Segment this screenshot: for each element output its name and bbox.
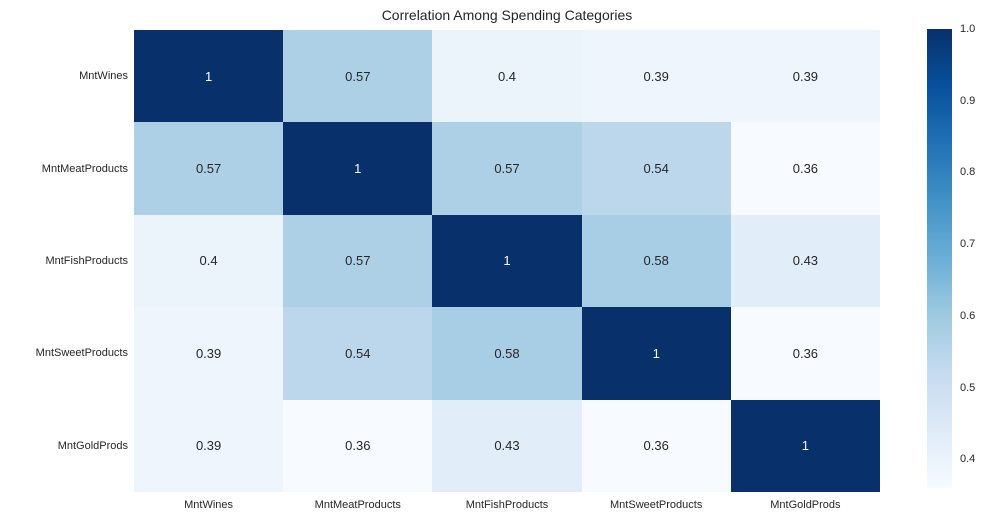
heatmap-cell-value: 0.36 [643, 438, 669, 454]
heatmap-cell-value: 1 [204, 68, 213, 84]
heatmap-cell-value: 0.4 [497, 68, 517, 84]
heatmap-cell-value: 0.57 [195, 161, 222, 177]
heatmap-grid: 1 0.57 0.4 0.39 0.39 0.57 1 0.57 0.54 0.36 0.4 0.57… [134, 30, 880, 492]
heatmap-cell-MntWines-MntGoldProds: 0.39 [730, 30, 880, 123]
heatmap-cell-value: 1 [354, 161, 362, 177]
y-tick-label-MntSweetProducts: MntSweetProducts [35, 347, 128, 360]
colorbar-tick-label-0.6: 0.6 [960, 309, 976, 322]
heatmap-cell-value: 1 [801, 438, 809, 454]
heatmap-cell-value: 0.36 [345, 438, 371, 454]
heatmap-cell-MntMeatProducts-MntWines: 0.57 [134, 122, 284, 215]
heatmap-cell-value: 1 [503, 253, 511, 269]
heatmap-cell-MntGoldProds-MntWines: 0.39 [134, 399, 284, 492]
heatmap-cell-MntSweetProducts-MntMeatProducts: 0.54 [283, 307, 433, 400]
colorbar-tick-label-0.5: 0.5 [960, 381, 976, 394]
x-tick-label-MntGoldProds: MntGoldProds [770, 499, 841, 511]
heatmap-cell-value: 0.36 [792, 161, 819, 177]
heatmap-cell-MntFishProducts-MntSweetProducts: 0.58 [581, 214, 731, 308]
heatmap-cell-MntSweetProducts-MntWines: 0.39 [134, 307, 284, 400]
heatmap-cell-MntFishProducts-MntMeatProducts: 0.57 [283, 214, 433, 308]
colorbar-tick-label-0.4: 0.4 [960, 453, 976, 466]
chart-title: Correlation Among Spending Categories [381, 7, 633, 23]
heatmap-cell-MntGoldProds-MntFishProducts: 0.43 [432, 399, 582, 492]
heatmap-cell-MntSweetProducts-MntSweetProducts: 1 [581, 307, 731, 400]
heatmap-cell-MntMeatProducts-MntGoldProds: 0.36 [730, 122, 880, 215]
heatmap-cell-MntMeatProducts-MntSweetProducts: 0.54 [581, 122, 731, 215]
x-tick-label-MntSweetProducts: MntSweetProducts [610, 499, 703, 511]
heatmap-cell-value: 0.57 [494, 161, 520, 177]
heatmap-cell-MntWines-MntMeatProducts: 0.57 [283, 30, 433, 123]
heatmap-cell-value: 0.39 [792, 68, 819, 84]
heatmap-cell-MntMeatProducts-MntMeatProducts: 1 [283, 122, 433, 215]
heatmap-cell-MntMeatProducts-MntFishProducts: 0.57 [432, 122, 582, 215]
colorbar-tick-label-0.9: 0.9 [960, 94, 976, 107]
y-tick-label-MntMeatProducts: MntMeatProducts [41, 162, 128, 175]
heatmap-cell-MntGoldProds-MntSweetProducts: 0.36 [581, 399, 731, 492]
heatmap-cell-value: 0.39 [195, 345, 222, 361]
heatmap-cell-MntSweetProducts-MntGoldProds: 0.36 [730, 307, 880, 400]
y-tick-label-MntGoldProds: MntGoldProds [57, 439, 128, 452]
heatmap-cell-value: 0.4 [199, 253, 218, 269]
heatmap-cell-value: 0.57 [345, 253, 371, 269]
heatmap-cell-value: 0.39 [643, 68, 669, 84]
y-tick-label-MntFishProducts: MntFishProducts [45, 255, 128, 267]
colorbar-tick-label-1.0: 1.0 [960, 23, 976, 35]
heatmap-cell-value: 0.43 [494, 438, 520, 454]
x-tick-label-MntFishProducts: MntFishProducts [465, 499, 549, 511]
heatmap-cell-MntFishProducts-MntGoldProds: 0.43 [730, 214, 880, 308]
heatmap-cell-value: 0.58 [643, 253, 669, 269]
heatmap-cell-value: 0.57 [345, 68, 371, 84]
heatmap-cell-value: 0.36 [792, 345, 819, 361]
heatmap-cell-MntGoldProds-MntMeatProducts: 0.36 [283, 399, 433, 492]
heatmap-cell-MntWines-MntFishProducts: 0.4 [432, 30, 582, 123]
heatmap-cell-value: 0.54 [643, 161, 669, 177]
colorbar [927, 29, 952, 488]
heatmap-cell-MntWines-MntSweetProducts: 0.39 [581, 30, 731, 123]
heatmap-cell-value: 1 [652, 345, 660, 361]
heatmap-cell-MntSweetProducts-MntFishProducts: 0.58 [432, 307, 582, 400]
heatmap-cell-value: 0.58 [494, 345, 520, 361]
colorbar-tick-label-0.8: 0.8 [960, 166, 976, 179]
colorbar-tick-label-0.7: 0.7 [960, 238, 976, 251]
heatmap-cell-MntGoldProds-MntGoldProds: 1 [730, 399, 880, 492]
x-tick-label-MntMeatProducts: MntMeatProducts [314, 499, 401, 511]
heatmap-cell-MntWines-MntWines: 1 [134, 30, 284, 123]
heatmap-cell-value: 0.43 [792, 253, 819, 269]
x-tick-label-MntWines: MntWines [184, 499, 234, 511]
y-tick-label-MntWines: MntWines [79, 70, 128, 83]
heatmap-cell-value: 0.54 [345, 345, 371, 361]
heatmap-cell-value: 0.39 [195, 438, 222, 454]
heatmap-cell-MntFishProducts-MntFishProducts: 1 [432, 214, 582, 308]
heatmap-cell-MntFishProducts-MntWines: 0.4 [134, 214, 284, 308]
